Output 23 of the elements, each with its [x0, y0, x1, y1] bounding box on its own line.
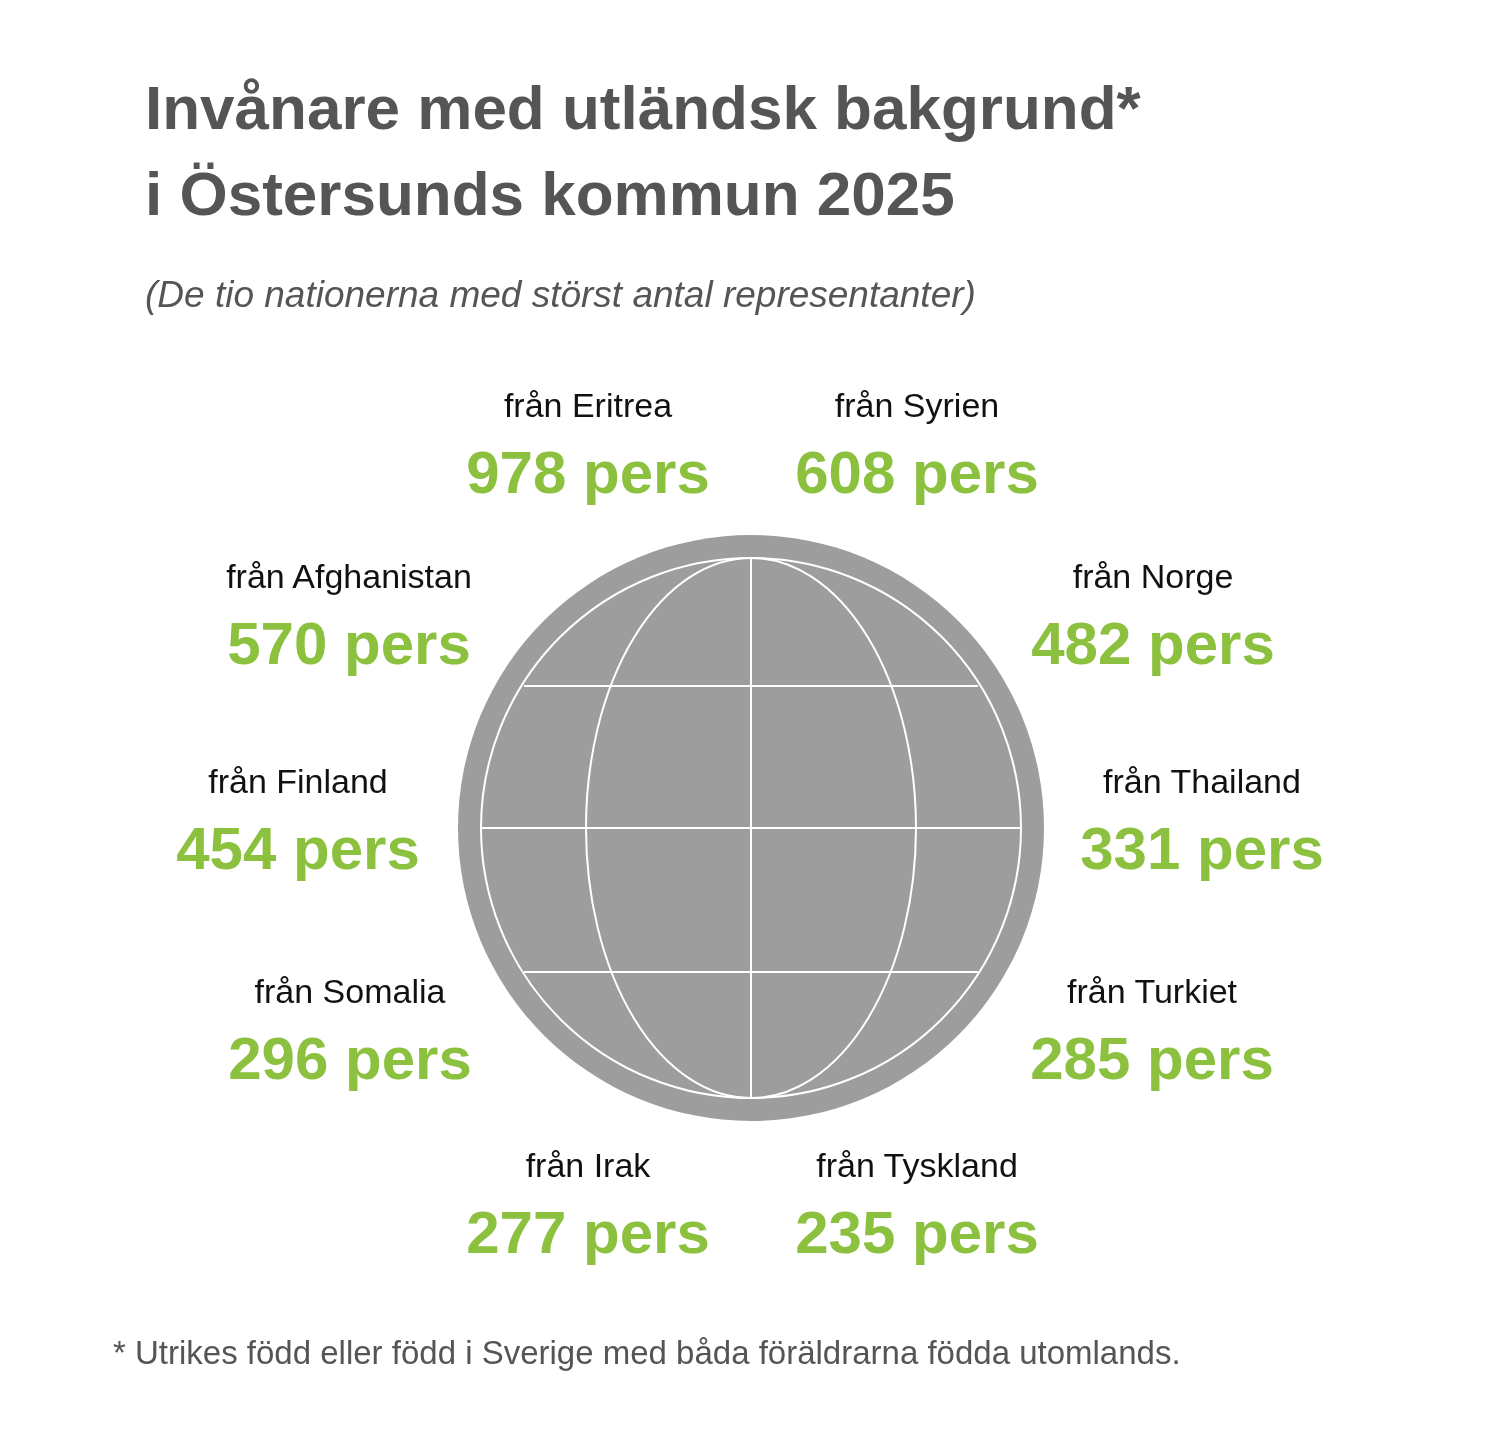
data-label: 331 pers: [1080, 815, 1324, 882]
category-label: från Irak: [525, 1146, 652, 1184]
category-label: från Finland: [208, 762, 388, 800]
data-label: 277 pers: [466, 1199, 710, 1266]
category-label: från Thailand: [1103, 762, 1301, 800]
category-label: från Turkiet: [1066, 972, 1238, 1010]
data-label: 482 pers: [1031, 610, 1275, 677]
category-label: från Syrien: [834, 386, 1000, 424]
text: Invånare med utländsk bakgrund* i Östersunds kommun 2025: [145, 73, 1142, 228]
data-label: 978 pers: [466, 439, 710, 506]
data-label: 296 pers: [228, 1025, 472, 1092]
data-label: 235 pers: [795, 1199, 1039, 1266]
data-label: 608 pers: [795, 439, 1039, 506]
data-label: 570 pers: [227, 610, 471, 677]
category-label: från Eritrea: [503, 386, 673, 424]
category-label: från Somalia: [254, 972, 446, 1010]
data-label: 285 pers: [1030, 1025, 1274, 1092]
text: * Utrikes född eller född i Sverige med båda föräldrarna födda utomlands.: [113, 1334, 1181, 1371]
category-label: från Norge: [1072, 557, 1234, 595]
text: (De tio nationerna med störst antal representanter): [145, 274, 976, 315]
category-label: från Afghanistan: [226, 557, 472, 595]
category-label: från Tyskland: [816, 1146, 1018, 1184]
data-label: 454 pers: [176, 815, 420, 882]
